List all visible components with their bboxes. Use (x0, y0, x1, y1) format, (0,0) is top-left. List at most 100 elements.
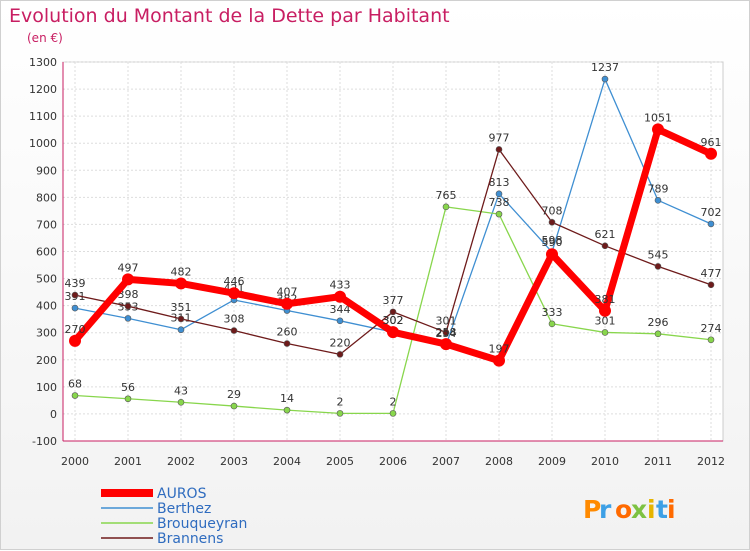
data-point (707, 220, 715, 228)
data-label: 407 (277, 286, 298, 299)
data-label: 301 (595, 314, 616, 327)
y-tick-label: 900 (36, 164, 57, 177)
data-point (122, 273, 134, 286)
x-tick-label: 2001 (114, 455, 142, 468)
data-label: 258 (436, 326, 457, 339)
data-label: 2 (390, 395, 397, 408)
data-label: 738 (489, 196, 510, 209)
data-point (652, 123, 664, 136)
legend-label-brouqueyran: Brouqueyran (157, 516, 247, 532)
data-point (495, 146, 503, 153)
data-point (654, 330, 662, 338)
data-point (177, 315, 185, 323)
y-tick-label: 400 (36, 300, 57, 313)
data-point (705, 147, 717, 160)
chart-title: Evolution du Montant de la Dette par Hab… (9, 5, 450, 27)
logo-letter: i (647, 495, 656, 524)
data-label: 308 (224, 313, 245, 326)
legend-label-berthez: Berthez (157, 501, 211, 517)
data-label: 197 (489, 343, 510, 356)
data-point (336, 410, 344, 417)
x-tick-label: 2010 (591, 455, 619, 468)
data-point (654, 197, 662, 204)
data-point (177, 326, 185, 334)
data-label: 708 (542, 204, 563, 217)
data-label: 344 (330, 303, 351, 316)
y-tick-label: 1300 (29, 56, 57, 69)
data-label: 477 (701, 267, 722, 280)
proxiti-logo: Pr ox i t i (583, 495, 676, 524)
data-point (71, 392, 79, 399)
legend-label-brannens: Brannens (157, 531, 223, 547)
data-label: 545 (648, 248, 669, 261)
y-tick-label: 200 (36, 354, 57, 367)
data-point (440, 338, 452, 351)
data-point (495, 190, 503, 198)
data-label: 220 (330, 336, 351, 349)
data-label: 333 (542, 306, 563, 319)
data-label: 274 (701, 322, 722, 335)
data-label: 439 (65, 277, 86, 290)
data-point (707, 281, 715, 289)
data-point (707, 336, 715, 344)
data-point (334, 290, 346, 303)
data-point (283, 406, 291, 414)
x-tick-label: 2005 (326, 455, 354, 468)
data-label: 2 (337, 395, 344, 408)
data-point (601, 75, 609, 83)
data-point (601, 329, 609, 336)
data-point (654, 263, 662, 270)
data-label: 433 (330, 279, 351, 292)
data-point (283, 340, 291, 347)
data-point (69, 334, 81, 347)
logo-letter: x (631, 495, 647, 524)
data-label: 301 (436, 314, 457, 327)
y-tick-label: 1100 (29, 110, 57, 123)
logo-letter: i (667, 495, 676, 524)
data-point (389, 308, 397, 316)
data-label: 590 (542, 236, 563, 249)
data-point (548, 320, 556, 328)
data-label: 1237 (591, 61, 619, 74)
data-point (230, 402, 238, 410)
data-point (175, 277, 187, 290)
legend-label-auros: AUROS (157, 486, 207, 502)
y-tick-label: -100 (32, 435, 57, 448)
data-point (228, 287, 240, 300)
data-label: 446 (224, 275, 245, 288)
x-tick-label: 2000 (61, 455, 89, 468)
data-point (71, 304, 79, 312)
y-tick-label: 600 (36, 246, 57, 259)
x-tick-label: 2004 (273, 455, 301, 468)
logo-letter: o (615, 495, 632, 524)
data-label: 43 (174, 384, 188, 397)
data-label: 296 (648, 316, 669, 329)
data-label: 377 (383, 294, 404, 307)
data-label: 381 (595, 293, 616, 306)
data-point (124, 315, 132, 322)
x-tick-label: 2009 (538, 455, 566, 468)
data-label: 68 (68, 378, 82, 391)
data-label: 260 (277, 326, 298, 339)
data-point (71, 291, 79, 299)
data-point (387, 326, 399, 339)
data-point (548, 218, 556, 226)
logo-letter: t (656, 495, 668, 524)
y-tick-label: 500 (36, 273, 57, 286)
x-tick-label: 2006 (379, 455, 407, 468)
data-point (336, 317, 344, 325)
data-label: 14 (280, 392, 294, 405)
y-tick-label: 1200 (29, 83, 57, 96)
data-point (389, 410, 397, 417)
x-tick-label: 2008 (485, 455, 513, 468)
data-label: 302 (383, 314, 404, 327)
x-tick-label: 2007 (432, 455, 460, 468)
data-label: 621 (595, 228, 616, 241)
data-label: 961 (701, 136, 722, 149)
data-label: 29 (227, 388, 241, 401)
chart-subtitle: (en €) (27, 31, 63, 45)
y-tick-label: 1000 (29, 137, 57, 150)
data-point (177, 398, 185, 406)
